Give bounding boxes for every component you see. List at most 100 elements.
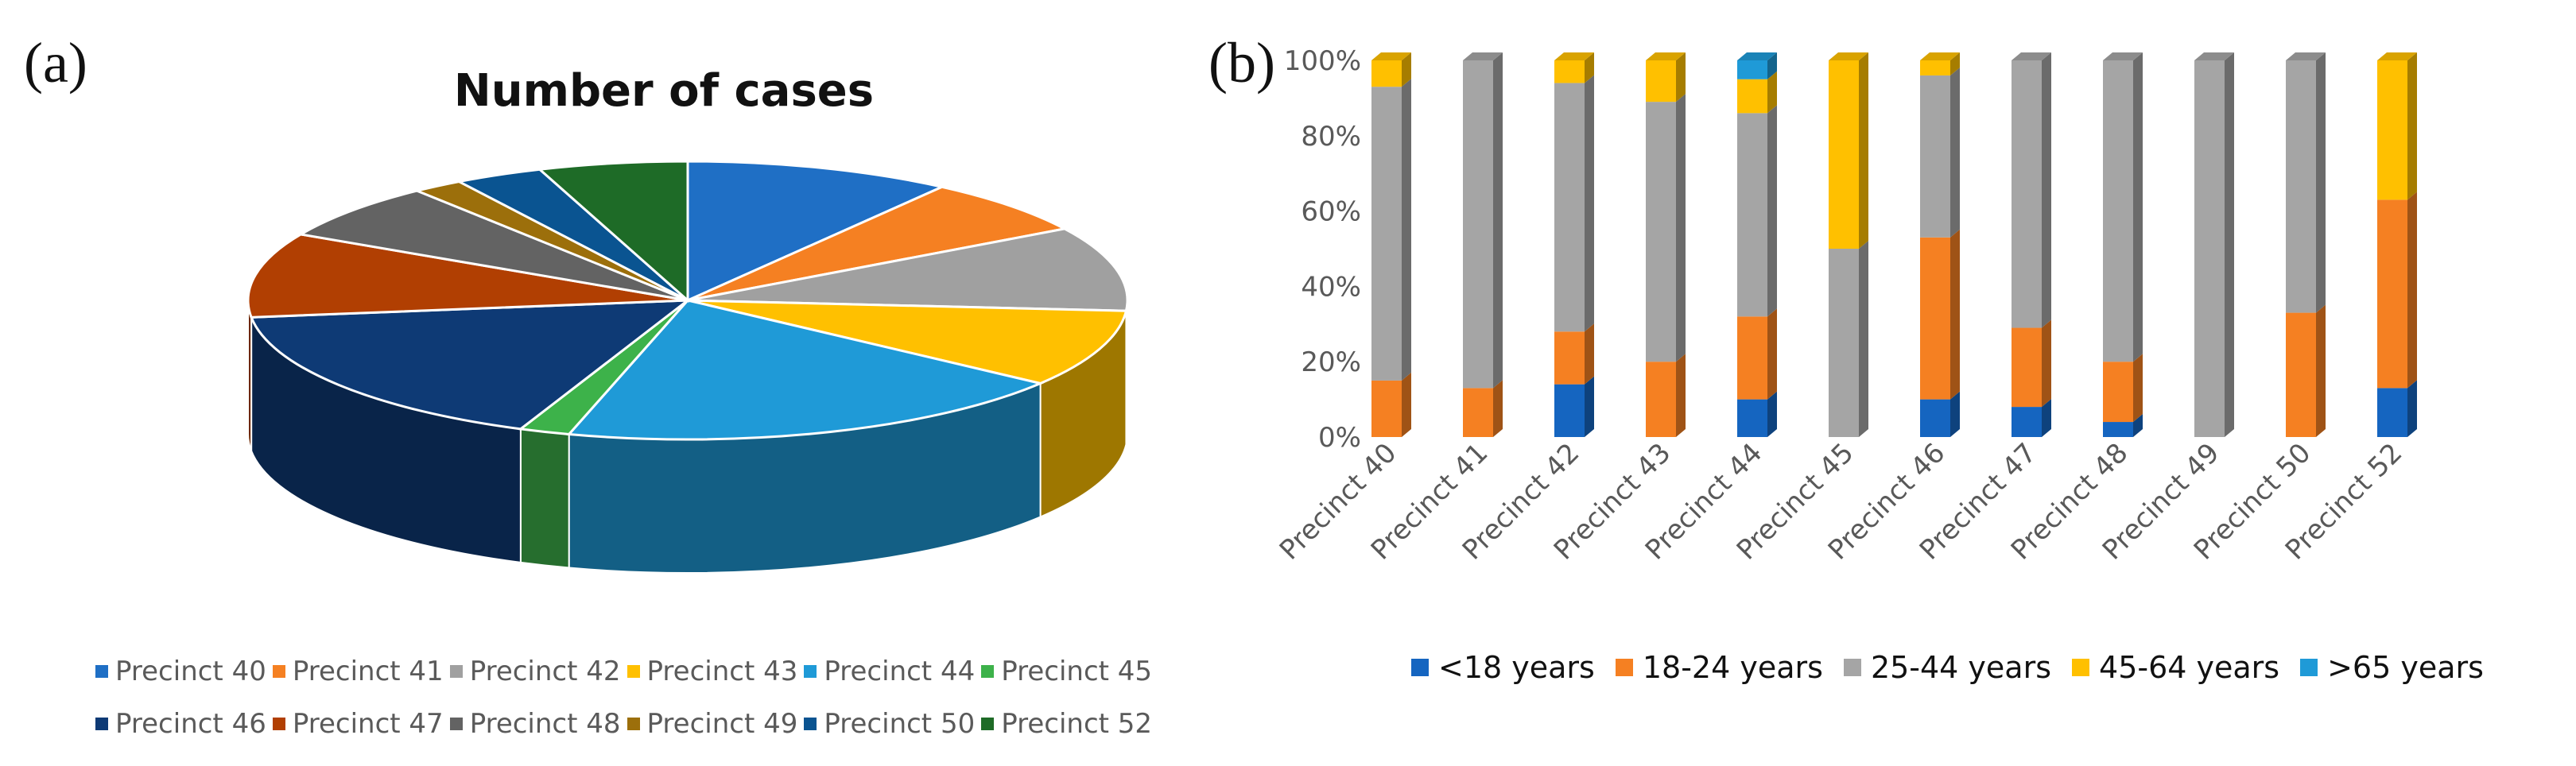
bar-segment-precinct-45-25-44-years (1829, 241, 1868, 437)
bar-face (1554, 83, 1585, 332)
pie-slice-precinct-42 (687, 227, 1129, 312)
bar-segment-precinct-43-25-44-years (1646, 94, 1686, 362)
bar-side (1859, 52, 1868, 249)
legend-swatch (272, 718, 285, 730)
bar-face (1737, 113, 1767, 317)
bar-side (1402, 79, 1411, 381)
bar-side (1676, 354, 1686, 437)
bar-segment-precinct-44-18-24-years (1737, 308, 1777, 400)
bar-top (1463, 52, 1503, 60)
bar-top (2103, 52, 2143, 60)
bar-segment-precinct-48-25-44-years (2103, 52, 2143, 362)
bar-segment-precinct-44-18-years (1737, 391, 1777, 437)
bar-face (1920, 75, 1950, 238)
bar-side (2133, 354, 2143, 423)
legend-label: Precinct 50 (824, 708, 976, 740)
y-tick-label: 20% (1301, 346, 1361, 378)
bar-segment-precinct-46-25-44-years (1920, 67, 1960, 238)
legend-label: Precinct 48 (469, 708, 621, 740)
legend-label: Precinct 41 (292, 656, 444, 687)
legend-label: Precinct 52 (1001, 708, 1153, 740)
bar-side (2407, 192, 2417, 389)
pie-legend-item-precinct-45: Precinct 45 (981, 656, 1152, 687)
bar-segment-precinct-40-18-24-years (1371, 372, 1411, 437)
bar-side (2133, 414, 2143, 437)
bar-segment-precinct-52-18-24-years (2377, 192, 2417, 389)
bar-segment-precinct-43-45-64-years (1646, 52, 1686, 103)
bar-top (2012, 52, 2051, 60)
bar-face (2377, 60, 2407, 200)
y-tick-label: 40% (1301, 271, 1361, 303)
bars (1371, 52, 2417, 437)
pie-slice-precinct-41 (687, 185, 1069, 302)
pie-legend-item-precinct-49: Precinct 49 (627, 708, 797, 740)
pie-legend-item-precinct-40: Precinct 40 (95, 656, 266, 687)
bar-top (2286, 52, 2326, 60)
legend-label: Precinct 45 (1001, 656, 1153, 687)
bar-segment-precinct-40-25-44-years (1371, 79, 1411, 381)
legend-label: 18-24 years (1642, 650, 1823, 685)
bar-legend-item-18-24-years: 18-24 years (1615, 650, 1823, 685)
bar-face (1463, 60, 1493, 389)
bar-segment-precinct-40-45-64-years (1371, 52, 1411, 87)
legend-label: 25-44 years (1870, 650, 2052, 685)
bar-face (1920, 237, 1950, 400)
bar-face (1463, 388, 1493, 437)
bar-side (1402, 52, 1411, 87)
pie-legend: Precinct 40 Precinct 41 Precinct 42 Precinc… (95, 645, 1336, 750)
pie-legend-item-precinct-42: Precinct 42 (449, 656, 621, 687)
bar-segment-precinct-52-45-64-years (2377, 52, 2417, 200)
bar-side (1950, 52, 1960, 75)
bar-segment-precinct-42-45-64-years (1554, 52, 1594, 83)
legend-label: Precinct 42 (469, 656, 621, 687)
bar-side (2042, 319, 2051, 408)
bar-segment-precinct-48-18-years (2103, 414, 2143, 437)
pie-tops (246, 160, 1129, 441)
bar-side (1767, 71, 1777, 114)
legend-swatch (449, 665, 463, 678)
bar-top (1829, 52, 1868, 60)
y-tick-label: 60% (1301, 196, 1361, 228)
bar-segment-precinct-46-18-years (1920, 391, 1960, 437)
bar-side (1402, 372, 1411, 437)
legend-label: Precinct 46 (115, 708, 266, 740)
bar-segment-precinct-50-25-44-years (2286, 52, 2326, 313)
bar-side (1676, 94, 1686, 362)
pie-legend-row: Precinct 46 Precinct 47 Precinct 48 Precinc… (95, 698, 1336, 750)
legend-swatch (804, 665, 817, 678)
bar-top (2377, 52, 2417, 60)
pie-slice-precinct-43 (687, 299, 1128, 385)
bar-face (1371, 60, 1402, 87)
bar-segment-precinct-49-25-44-years (2194, 52, 2234, 437)
bar-face (1646, 102, 1676, 362)
pie-legend-item-precinct-41: Precinct 41 (272, 656, 444, 687)
bar-face (1829, 60, 1859, 249)
legend-swatch (272, 665, 285, 678)
legend-swatch (1411, 659, 1429, 676)
panel-b-label: (b) (1208, 31, 1275, 95)
panel-a-label: (a) (24, 31, 87, 95)
bar-side (1950, 67, 1960, 238)
bar-face (2286, 312, 2316, 437)
bar-face (2194, 60, 2225, 437)
y-tick-label: 0% (1318, 422, 1361, 454)
pie-slice-precinct-47 (246, 233, 689, 319)
bar-face (1554, 384, 1585, 437)
legend-label: <18 years (1438, 650, 1595, 685)
bar-side (1585, 376, 1594, 437)
bar-legend-item-25-44-years: 25-44 years (1843, 650, 2052, 685)
bar-face (1737, 316, 1767, 400)
bar-face (1371, 380, 1402, 437)
bar-side (1767, 308, 1777, 400)
bar-side (2225, 52, 2234, 437)
bar-segment-precinct-47-25-44-years (2012, 52, 2051, 328)
bar-face (1371, 87, 1402, 381)
bar-side (2042, 399, 2051, 437)
bar-side (1585, 323, 1594, 385)
pie-slice-precinct-52 (537, 160, 689, 304)
bar-face (1554, 60, 1585, 83)
bar-side (1950, 229, 1960, 400)
bar-side (1950, 391, 1960, 437)
pie-legend-item-precinct-47: Precinct 47 (272, 708, 444, 740)
pie-legend-item-precinct-43: Precinct 43 (627, 656, 797, 687)
